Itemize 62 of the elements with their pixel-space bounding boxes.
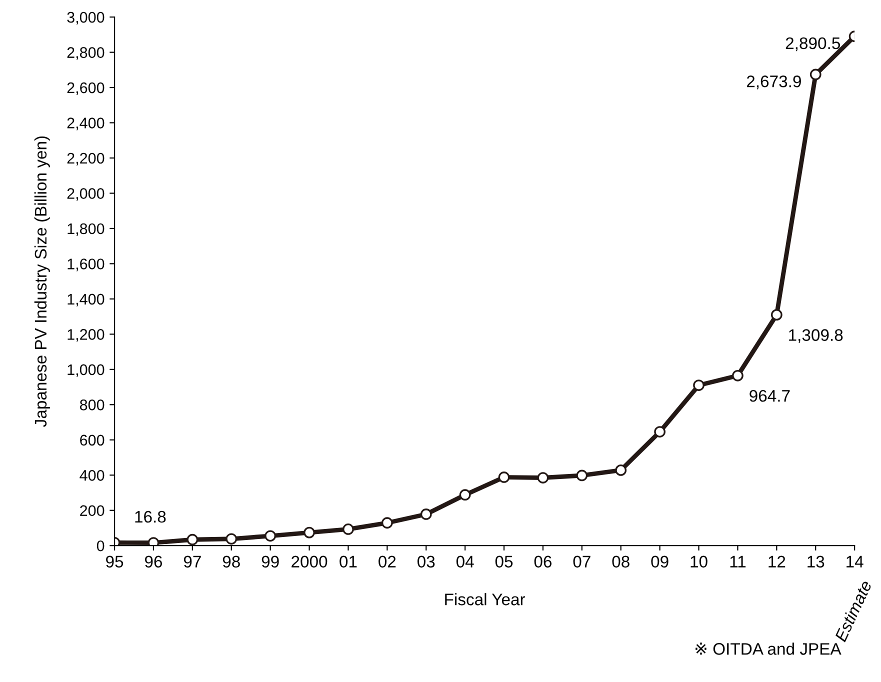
x-tick-label: 10 [690, 556, 708, 568]
data-label: 16.8 [135, 510, 166, 523]
point [693, 380, 704, 391]
text: ※ OITDA and JPEA [696, 642, 842, 655]
y-tick-label: 3,000 [67, 12, 104, 25]
x-tick-label: 06 [534, 556, 552, 568]
x-tick-label: 04 [456, 556, 474, 568]
x-tick-label: 01 [340, 556, 357, 568]
data-label: 964.7 [750, 390, 790, 402]
point [576, 470, 588, 482]
y-tick-label: 800 [80, 400, 104, 410]
x-axis-title: Fiscal Year [445, 593, 526, 606]
y-tick-label: 200 [80, 505, 104, 516]
point [304, 526, 315, 538]
point [226, 533, 238, 545]
x-tick-label: 05 [495, 556, 513, 568]
x-tick-label: 14 [846, 556, 864, 568]
y-tick-label: 400 [80, 470, 104, 481]
x-tick-label: 99 [262, 556, 279, 568]
point [420, 508, 432, 520]
x-tick-label: 13 [808, 556, 824, 568]
y-tick-label: 2,200 [67, 152, 104, 166]
x-tick-label: 96 [144, 556, 162, 568]
point [264, 530, 276, 542]
point [770, 309, 782, 321]
point [732, 370, 744, 382]
x-tick-label: 2000 [292, 556, 328, 568]
y-tick-label: 1,400 [68, 294, 104, 306]
point [615, 464, 627, 476]
x-tick-label: 95 [106, 556, 124, 568]
x-tick-label: 98 [222, 556, 240, 568]
x-tick-label: 97 [184, 556, 201, 568]
point [537, 472, 549, 484]
point [381, 517, 393, 529]
point [498, 472, 510, 483]
x-tick-label: 11 [730, 556, 746, 568]
x-tick-label: 09 [651, 556, 668, 568]
point [148, 537, 160, 546]
x-tick-label: 03 [418, 556, 435, 568]
x-tick-label: 07 [573, 556, 590, 568]
x-tick-label: 08 [612, 556, 630, 568]
point [810, 68, 822, 80]
y-tick-label: 1,600 [68, 258, 104, 272]
point [342, 524, 354, 535]
data-label: 2,673.9 [746, 76, 801, 90]
y-tick-label: 2,000 [67, 188, 104, 201]
x-tick-label: 12 [768, 556, 786, 568]
y-axis-title: Japanese PV Industry Size (Billion yen) [34, 136, 50, 427]
y-tick-label: 1,000 [68, 364, 104, 377]
y-tick-label: 2,600 [67, 82, 104, 96]
point [654, 426, 666, 438]
y-tick-label: 600 [80, 434, 104, 446]
y-tick-label: 2,800 [67, 47, 104, 60]
data-label: 2,890.5 [786, 37, 840, 52]
y-tick-label: 1,800 [68, 223, 104, 236]
data-label: 1,309.8 [789, 329, 843, 343]
y-tick-label: 0 [96, 540, 104, 552]
point [459, 489, 471, 501]
y-tick-label: 1,200 [68, 329, 104, 342]
x-tick-label: 02 [378, 556, 396, 568]
y-tick-label: 2,400 [67, 118, 104, 130]
point [186, 534, 198, 546]
